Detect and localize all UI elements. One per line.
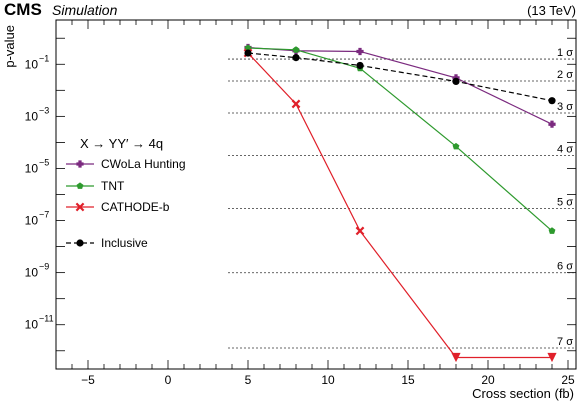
sigma-label: 7 σ xyxy=(557,336,573,348)
marker-circle xyxy=(356,61,364,70)
y-axis-label: p-value xyxy=(2,25,17,68)
marker-circle xyxy=(244,49,252,57)
sigma-label: 3 σ xyxy=(557,101,573,113)
series-tnt xyxy=(244,44,556,234)
significance-lines: 1 σ 2 σ 3 σ 4 σ 5 σ 6 σ 7 σ xyxy=(228,47,576,349)
marker-pentagon xyxy=(76,182,84,189)
marker-cross xyxy=(76,160,84,168)
x-axis-label: Cross section (fb) xyxy=(472,386,574,401)
legend-label: CWoLa Hunting xyxy=(101,157,186,171)
y-tick-exponent: −9 xyxy=(39,262,49,272)
x-tick-label: 20 xyxy=(481,373,495,387)
y-tick-base: 10 xyxy=(25,109,39,123)
y-tick-label: 10 xyxy=(25,214,39,228)
marker-pentagon xyxy=(548,227,556,234)
x-tick-label: −5 xyxy=(81,373,95,387)
series-cathode-b xyxy=(243,48,557,363)
series-cwola-hunting xyxy=(244,43,556,128)
y-tick-label: 10 xyxy=(25,57,39,71)
y-tick-exponent: −1 xyxy=(39,53,49,63)
series-line xyxy=(247,47,553,232)
y-tick-exponent: −11 xyxy=(39,314,54,324)
series-inclusive xyxy=(244,49,556,105)
y-tick-label: 10 xyxy=(25,266,39,280)
legend-item: CWoLa Hunting xyxy=(66,157,186,171)
marker-circle xyxy=(76,239,84,247)
marker-x xyxy=(291,99,301,109)
sigma-label: 4 σ xyxy=(557,143,573,155)
marker-pentagon xyxy=(244,44,252,51)
marker-circle xyxy=(548,97,556,105)
series-group xyxy=(243,43,557,363)
y-tick-exponent: −7 xyxy=(39,210,49,220)
sigma-label: 6 σ xyxy=(557,261,573,273)
x-tick-label: 5 xyxy=(245,373,252,387)
y-tick-label: 10 xyxy=(25,161,39,175)
marker-circle xyxy=(292,54,300,62)
marker-x-stroke xyxy=(291,99,301,109)
cms-label: CMS xyxy=(4,0,42,19)
legend: X → YY′ → 4q CWoLa Hunting TNT CATHODE-b Inc… xyxy=(66,136,186,250)
x-tick-label: 25 xyxy=(561,373,575,387)
y-tick-base: 10 xyxy=(25,266,39,280)
marker-x-stroke xyxy=(355,226,365,236)
y-tick-exponent: −3 xyxy=(39,105,49,115)
simulation-label: Simulation xyxy=(52,2,118,18)
marker-pentagon xyxy=(452,142,460,150)
legend-item: CATHODE-b xyxy=(66,200,170,214)
y-tick-base: 10 xyxy=(25,318,39,332)
y-tick-label: 10 xyxy=(25,318,39,332)
y-tick-base: 10 xyxy=(25,57,39,71)
marker-cross xyxy=(548,120,556,128)
marker-triangle-down xyxy=(451,352,461,363)
marker-cross xyxy=(356,47,364,56)
marker-pentagon xyxy=(292,46,300,53)
legend-label: CATHODE-b xyxy=(101,200,170,214)
marker-triangle-down xyxy=(547,352,557,363)
legend-item: TNT xyxy=(66,179,125,193)
marker-circle xyxy=(452,77,460,86)
legend-title: X → YY′ → 4q xyxy=(80,136,163,151)
marker-x xyxy=(75,202,85,212)
energy-label: (13 TeV) xyxy=(527,3,576,18)
legend-item: Inclusive xyxy=(66,236,148,250)
y-tick-exponent: −5 xyxy=(39,157,49,167)
x-tick-label: 0 xyxy=(165,373,172,387)
series-line xyxy=(247,52,552,359)
x-tick-label: 10 xyxy=(321,373,335,387)
marker-x xyxy=(355,226,365,236)
legend-label: Inclusive xyxy=(101,236,148,250)
y-tick-base: 10 xyxy=(25,214,39,228)
marker-x-stroke xyxy=(75,202,85,212)
y-tick-base: 10 xyxy=(25,161,39,175)
y-tick-label: 10 xyxy=(25,109,39,123)
legend-label: TNT xyxy=(101,179,125,193)
x-tick-label: 15 xyxy=(401,373,415,387)
plot-frame xyxy=(55,19,577,370)
sigma-label: 5 σ xyxy=(557,197,573,209)
sigma-label: 2 σ xyxy=(557,69,573,81)
sigma-label: 1 σ xyxy=(557,47,573,59)
